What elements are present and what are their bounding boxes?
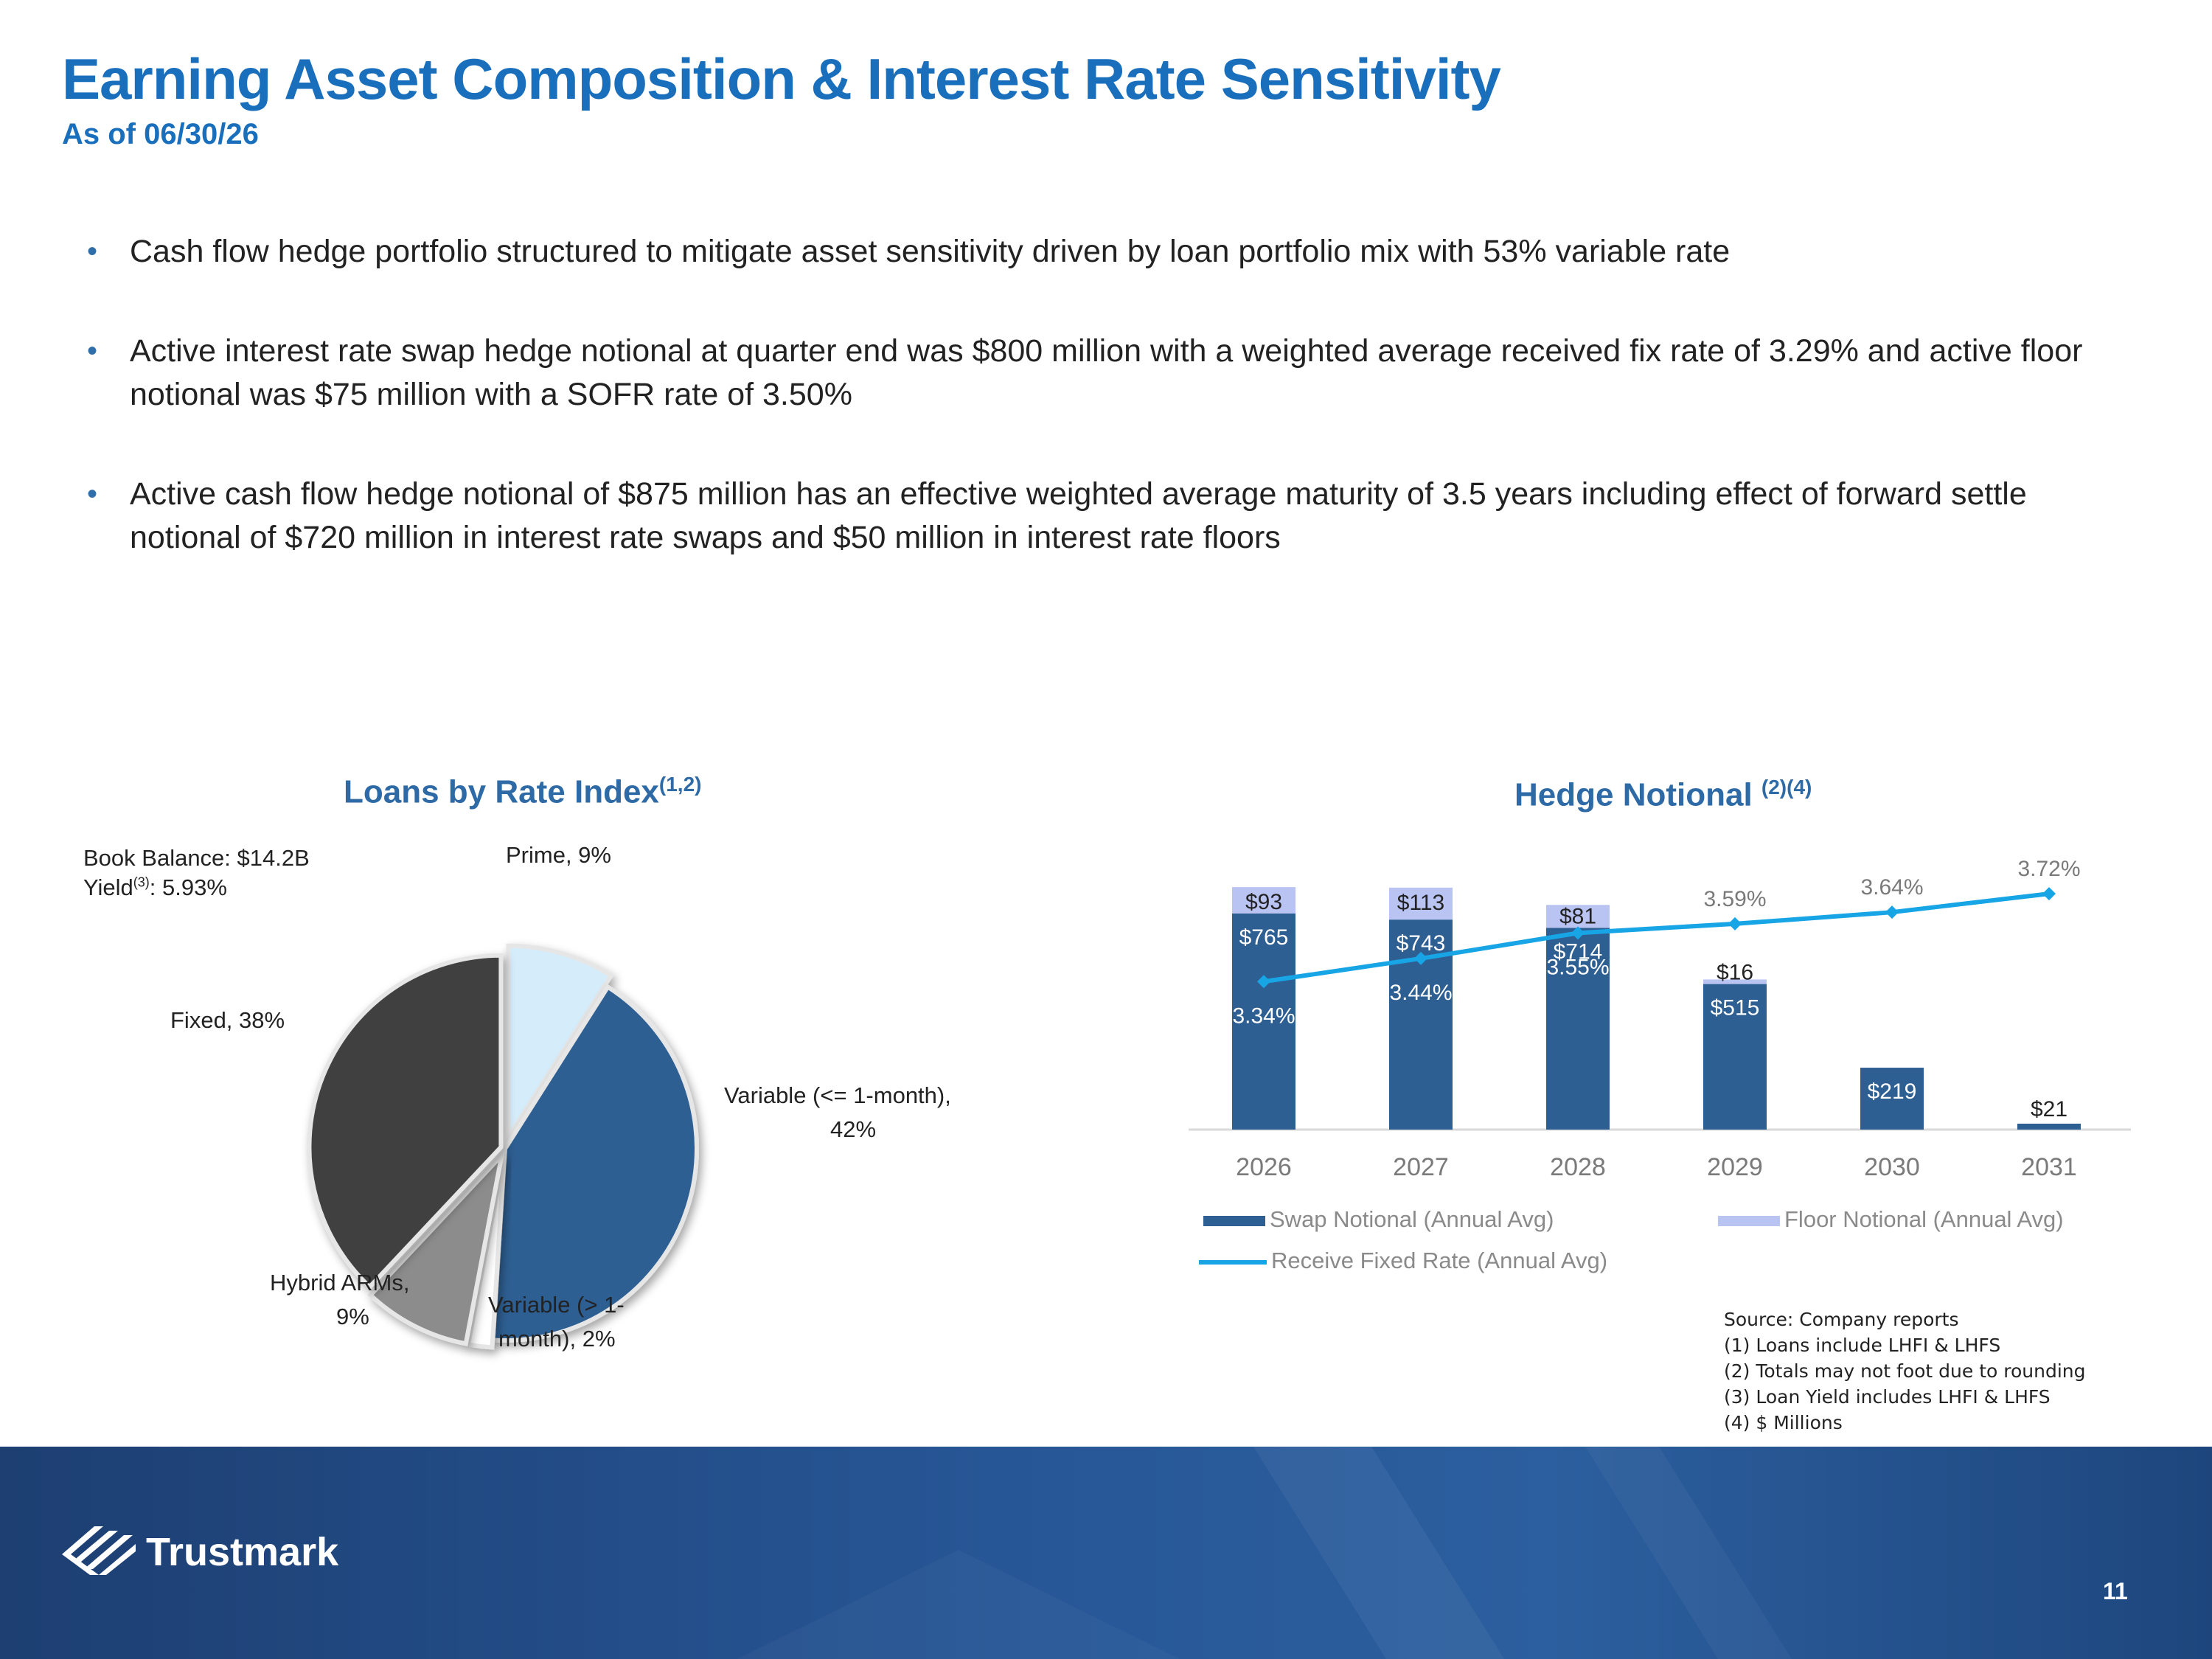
source-note: (3) Loan Yield includes LHFI & LHFS <box>1724 1386 2051 1408</box>
rate-point <box>1571 926 1585 940</box>
legend-floor: Floor Notional (Annual Avg) <box>1718 1206 2064 1233</box>
swap-bar <box>2017 1123 2081 1130</box>
yield-label: Yield(3): 5.93% <box>83 874 227 900</box>
pie-chart <box>307 943 699 1350</box>
source-note: (2) Totals may not foot due to rounding <box>1724 1360 2086 1382</box>
pie-slice <box>367 1148 506 1346</box>
pie-label-prime: Prime, 9% <box>506 842 611 868</box>
pie-label-variable-1m: Variable (<= 1-month), <box>724 1082 951 1108</box>
pie-slice <box>490 984 699 1343</box>
bullet-list: Cash flow hedge portfolio structured to … <box>81 230 2146 616</box>
pie-label-hybrid: Hybrid ARMs, <box>270 1270 410 1295</box>
floor-bar <box>1703 979 1767 984</box>
rate-data-label: 3.59% <box>1703 887 1766 911</box>
bullet-item: Cash flow hedge portfolio structured to … <box>81 230 2146 274</box>
bullet-item: Active interest rate swap hedge notional… <box>81 330 2146 417</box>
brand-name: Trustmark <box>146 1530 339 1574</box>
source-note: (1) Loans include LHFI & LHFS <box>1724 1335 2001 1356</box>
source-note: Source: Company reports <box>1724 1309 1959 1330</box>
pie-label-fixed: Fixed, 38% <box>170 1007 285 1033</box>
x-tick-label: 2028 <box>1550 1153 1606 1181</box>
footer-decoration <box>1253 1447 1792 1659</box>
legend-swap-swatch <box>1203 1215 1265 1226</box>
rate-point <box>1728 917 1742 931</box>
pie-slice <box>307 953 504 1290</box>
legend-floor-swatch <box>1718 1215 1780 1226</box>
page-number: 11 <box>2103 1578 2128 1604</box>
rate-data-label: 3.64% <box>1860 875 1923 900</box>
swap-data-label: $515 <box>1711 996 1760 1020</box>
rate-point <box>1414 951 1427 965</box>
swap-data-label: $743 <box>1397 931 1446 956</box>
x-tick-label: 2029 <box>1707 1153 1763 1181</box>
pie-slice <box>506 943 614 1145</box>
floor-bar <box>1389 887 1453 920</box>
rate-data-label: 3.34% <box>1232 1004 1295 1028</box>
legend-swap: Swap Notional (Annual Avg) <box>1203 1206 1554 1233</box>
floor-data-label: $93 <box>1245 890 1282 914</box>
bar-chart-title: Hedge Notional (2)(4) <box>1514 776 1812 813</box>
pie-chart-title: Loans by Rate Index(1,2) <box>344 773 702 810</box>
page-title: Earning Asset Composition & Interest Rat… <box>62 46 1501 111</box>
swap-bar <box>1860 1068 1924 1130</box>
source-note: (4) $ Millions <box>1724 1412 1843 1433</box>
pie-label-hybrid-pct: 9% <box>336 1304 369 1329</box>
x-tick-label: 2031 <box>2021 1153 2077 1181</box>
footer-band <box>0 1447 2212 1659</box>
swap-bar <box>1546 928 1610 1130</box>
floor-data-label: $16 <box>1717 961 1753 985</box>
trustmark-logo-icon <box>62 1526 136 1575</box>
book-balance-label: Book Balance: $14.2B <box>83 845 310 871</box>
swap-data-label: $21 <box>2031 1097 2067 1121</box>
rate-point <box>1257 975 1270 989</box>
source-notes: Source: Company reports (1) Loans includ… <box>1724 1307 2086 1436</box>
rate-data-label: 3.44% <box>1389 981 1452 1005</box>
swap-bar <box>1703 984 1767 1130</box>
swap-data-label: $714 <box>1554 939 1603 964</box>
pie-label-variable-gt1m: Variable (> 1- <box>488 1292 625 1318</box>
legend-rate: Receive Fixed Rate (Annual Avg) <box>1199 1248 1607 1274</box>
hedge-notional-chart: 2026 $765 $93 2027 $743 $113 2028 $714 $81 2029 $5… <box>1189 857 2131 1181</box>
swap-bar <box>1232 913 1295 1130</box>
rate-line <box>1263 891 2050 984</box>
pie-label-variable-1m-pct: 42% <box>830 1116 877 1142</box>
floor-bar <box>1546 905 1610 928</box>
rate-point <box>1885 905 1899 919</box>
floor-data-label: $81 <box>1559 904 1596 928</box>
x-tick-label: 2030 <box>1864 1153 1920 1181</box>
x-tick-label: 2027 <box>1393 1153 1449 1181</box>
swap-data-label: $219 <box>1868 1079 1917 1104</box>
page-subtitle: As of 06/30/26 <box>62 118 259 150</box>
rate-data-label: 3.55% <box>1546 955 1609 979</box>
legend-rate-swatch <box>1199 1259 1267 1265</box>
bullet-item: Active cash flow hedge notional of $875 … <box>81 473 2146 560</box>
rate-data-label: 3.72% <box>2017 857 2080 881</box>
floor-bar <box>1232 887 1295 914</box>
pie-label-variable-gt1m-pct: month), 2% <box>498 1326 616 1352</box>
pie-slice <box>465 1155 507 1350</box>
rate-point <box>2042 887 2056 901</box>
swap-data-label: $765 <box>1239 925 1289 950</box>
floor-data-label: $113 <box>1397 891 1445 915</box>
x-tick-label: 2026 <box>1236 1153 1292 1181</box>
